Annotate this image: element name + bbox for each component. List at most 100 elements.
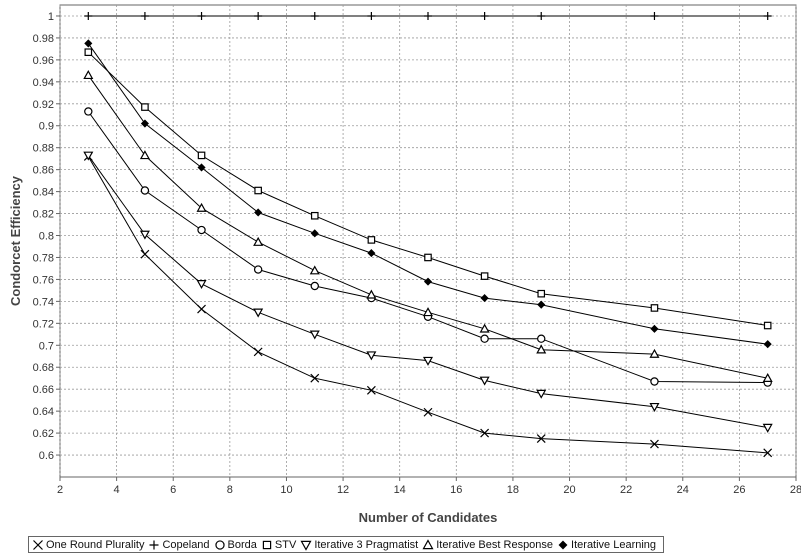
y-tick-label: 0.98 — [33, 33, 54, 45]
data-point — [367, 236, 376, 244]
data-point — [480, 272, 489, 280]
x-tick-label: 22 — [620, 484, 632, 496]
series-lines — [83, 11, 773, 458]
data-point — [650, 11, 659, 20]
data-point — [366, 351, 377, 361]
x-axis-title: Number of Candidates — [359, 510, 498, 525]
data-point — [139, 230, 150, 240]
legend-label: Borda — [227, 538, 257, 551]
data-point — [762, 423, 773, 433]
data-point — [197, 163, 206, 172]
x-tick-label: 26 — [733, 484, 745, 496]
y-tick-label: 0.94 — [33, 77, 54, 89]
data-point — [480, 334, 489, 343]
legend-marker — [214, 539, 225, 550]
x-ticks: 2 4 6 8 10 12 14 16 18 20 22 24 26 28 — [57, 477, 801, 496]
y-tick-label: 0.8 — [39, 231, 54, 243]
data-point — [650, 377, 659, 386]
data-point — [253, 236, 264, 246]
data-point — [422, 356, 434, 366]
data-point — [762, 372, 773, 383]
x-tick-label: 20 — [563, 484, 575, 496]
data-point — [309, 330, 320, 340]
data-point — [196, 202, 207, 212]
data-point — [536, 434, 546, 444]
x-tick-label: 14 — [394, 484, 406, 496]
data-point — [253, 347, 263, 357]
legend-item: STV — [261, 539, 296, 551]
series-iterative-learning — [84, 39, 772, 349]
legend-marker — [33, 539, 43, 550]
y-tick-label: 0.96 — [33, 55, 54, 67]
y-tick-label: 0.62 — [33, 428, 54, 440]
data-point — [424, 253, 432, 262]
y-tick-label: 0.76 — [33, 274, 54, 286]
legend-marker — [300, 540, 312, 551]
data-point — [423, 277, 433, 286]
series-iterative-best-response — [83, 70, 773, 383]
data-point — [537, 11, 546, 20]
x-tick-label: 4 — [114, 484, 120, 496]
y-tick-label: 0.82 — [33, 209, 54, 221]
data-point — [310, 281, 319, 291]
data-point — [83, 151, 94, 161]
y-tick-label: 0.86 — [33, 165, 54, 177]
data-point — [480, 294, 489, 303]
legend-marker — [149, 540, 159, 549]
legend-marker — [422, 538, 434, 549]
series-iterative-3-pragmatist — [83, 151, 773, 433]
y-tick-label: 1 — [48, 11, 54, 23]
data-point — [139, 150, 150, 160]
legend-label: Copeland — [162, 538, 210, 551]
data-point — [423, 407, 433, 417]
x-tick-label: 10 — [280, 484, 292, 496]
data-point — [537, 289, 546, 298]
data-point — [84, 107, 93, 116]
x-tick-label: 18 — [507, 484, 519, 496]
x-tick-label: 12 — [337, 484, 349, 496]
legend-marker-icon — [214, 539, 225, 550]
data-point — [424, 11, 432, 20]
legend-label: Iterative 3 Pragmatist — [314, 538, 419, 551]
data-point — [367, 11, 376, 20]
legend-marker-icon — [300, 540, 312, 551]
legend-item: Iterative Best Response — [422, 539, 553, 551]
series-copeland — [84, 11, 772, 20]
data-point — [763, 11, 772, 20]
legend-item: Iterative Learning — [557, 539, 656, 551]
y-tick-label: 0.92 — [33, 99, 54, 111]
data-point — [254, 208, 263, 217]
legend-label: Iterative Best Response — [436, 538, 554, 551]
x-tick-label: 2 — [57, 484, 63, 496]
legend-item: Borda — [214, 539, 257, 551]
y-tick-label: 0.9 — [39, 121, 54, 133]
data-point — [196, 280, 207, 290]
y-tick-label: 0.66 — [33, 384, 54, 396]
data-point — [366, 385, 376, 395]
data-point — [309, 265, 320, 275]
legend-label: One Round Plurality — [46, 538, 145, 551]
data-point — [197, 151, 206, 160]
data-point — [83, 70, 94, 80]
legend-label: Iterative Learning — [571, 538, 657, 551]
y-tick-label: 0.68 — [33, 362, 54, 374]
legend-marker-icon — [558, 540, 568, 549]
x-tick-label: 6 — [170, 484, 176, 496]
data-point — [197, 304, 206, 314]
legend-marker — [558, 540, 568, 549]
data-point — [479, 376, 490, 386]
data-point — [197, 225, 206, 235]
data-point — [480, 428, 490, 438]
data-point — [84, 11, 93, 20]
data-point — [84, 48, 93, 57]
data-point — [422, 307, 434, 317]
legend: One Round Plurality Copeland Borda STV Itera… — [28, 536, 665, 553]
data-point — [649, 402, 660, 412]
data-point — [254, 186, 262, 195]
y-tick-label: 0.84 — [33, 187, 54, 199]
data-point — [367, 249, 376, 258]
data-point — [310, 11, 319, 20]
legend-marker-icon — [262, 540, 272, 549]
data-point — [310, 373, 320, 383]
